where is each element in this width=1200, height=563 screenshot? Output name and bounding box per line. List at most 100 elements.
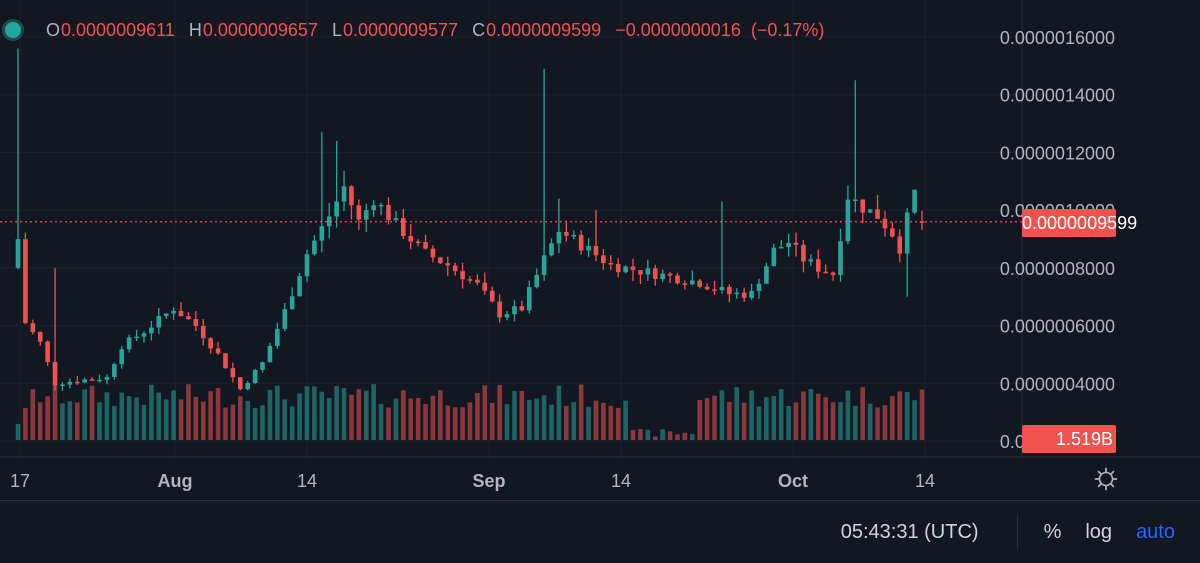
volume-bar — [571, 402, 577, 440]
candle-body — [408, 236, 414, 242]
candle-body — [489, 290, 495, 302]
volume-bar — [282, 399, 288, 440]
volume-bar — [267, 389, 273, 440]
candle-body — [215, 348, 221, 354]
candle-body — [586, 245, 591, 251]
candle-body — [356, 205, 362, 220]
candle-body — [67, 381, 73, 385]
open-label: O — [46, 19, 61, 40]
volume-bar — [564, 405, 569, 440]
volume-bar — [853, 405, 858, 440]
candle-body — [882, 218, 888, 229]
volume-bar — [793, 402, 799, 440]
volume-bar — [326, 398, 332, 440]
volume-bar — [712, 395, 717, 440]
candle-body — [163, 313, 169, 316]
volume-bar — [393, 398, 399, 440]
volume-bar — [615, 407, 621, 440]
volume-bar — [186, 384, 191, 440]
volume-bar — [652, 436, 658, 440]
candle-body — [526, 287, 532, 311]
volume-bar — [275, 385, 280, 440]
volume-bar — [386, 407, 391, 440]
candle-body — [415, 241, 421, 244]
time-axis[interactable]: 17 Aug 14 Sep 14 Oct 14 — [10, 471, 935, 491]
candle-body — [319, 226, 325, 241]
candle-body — [830, 272, 836, 275]
volume-bar — [867, 403, 873, 440]
volume-bar — [215, 388, 221, 440]
candle-body — [82, 379, 87, 383]
volume-bar — [423, 404, 428, 440]
candle-body — [208, 338, 213, 349]
volume-bar — [897, 391, 903, 440]
price-tick-label: 0.0000004000 — [1000, 374, 1115, 394]
volume-bar — [734, 387, 740, 440]
utc-clock[interactable]: 05:43:31 (UTC) — [840, 520, 979, 543]
low-label: L — [331, 19, 342, 40]
candle-body — [119, 349, 125, 365]
volume-bar — [415, 397, 421, 440]
volume-bar — [341, 388, 347, 440]
log-scale-button[interactable]: log — [1085, 520, 1113, 543]
volume-bar — [727, 401, 732, 440]
candle-body — [801, 244, 806, 262]
volume-bar — [82, 389, 87, 440]
volume-bar — [645, 429, 651, 440]
candle-body — [186, 316, 191, 320]
candle-body — [141, 333, 147, 337]
volume-bar — [719, 390, 725, 440]
candle-body — [193, 319, 199, 326]
percent-scale-button[interactable]: % — [1043, 520, 1062, 543]
auto-scale-button[interactable]: auto — [1136, 520, 1175, 543]
volume-bar — [526, 399, 532, 440]
candle-body — [519, 306, 525, 311]
volume-bar — [30, 389, 36, 440]
candle-body — [890, 228, 895, 237]
gear-icon[interactable] — [1094, 467, 1118, 491]
candle-body — [445, 263, 451, 266]
volume-bar — [845, 390, 851, 440]
time-tick-label: Aug — [158, 471, 193, 491]
candle-body — [482, 282, 488, 291]
volume-bar — [667, 431, 673, 440]
candle-body — [608, 262, 614, 265]
candle-body — [452, 265, 458, 272]
volume-bar — [260, 405, 265, 440]
status-dot-icon[interactable] — [2, 19, 24, 41]
volume-bar — [741, 402, 747, 440]
candle-body — [734, 292, 740, 295]
low-value: 0.0000009577 — [342, 19, 459, 40]
volume-bar — [875, 407, 880, 440]
candle-body — [89, 379, 95, 381]
candle-body — [853, 199, 858, 202]
chart-svg[interactable]: 0.0000016000 0.0000014000 0.0000012000 0.00… — [0, 0, 1200, 500]
candle-body — [675, 275, 680, 284]
volume-bar — [97, 402, 102, 440]
candle-body — [630, 266, 636, 271]
candle-body — [712, 289, 717, 291]
candle-body — [363, 210, 369, 220]
candle-body — [178, 310, 184, 317]
volume-bar — [890, 396, 895, 440]
volume-bar — [489, 402, 495, 440]
bottom-toolbar: 05:43:31 (UTC) % log auto — [0, 500, 1200, 563]
volume-bar — [237, 396, 243, 440]
volume-bar — [319, 391, 325, 440]
candle-body — [112, 364, 117, 377]
volume-bar — [586, 406, 591, 440]
volume-bar — [134, 397, 139, 440]
volume-bar — [171, 390, 176, 440]
price-axis[interactable]: 0.0000016000 0.0000014000 0.0000012000 0.00… — [0, 0, 1200, 458]
time-tick-label: 14 — [915, 471, 935, 491]
volume-bar — [67, 401, 73, 440]
candle-body — [252, 369, 258, 383]
candle-body — [771, 247, 777, 267]
volume-bar — [178, 399, 184, 440]
volume-bar — [771, 396, 777, 440]
candle-body — [460, 271, 465, 280]
volume-bar — [60, 403, 65, 440]
candle-body — [601, 255, 606, 263]
volume-bar — [104, 392, 110, 440]
candle-body — [393, 218, 399, 221]
